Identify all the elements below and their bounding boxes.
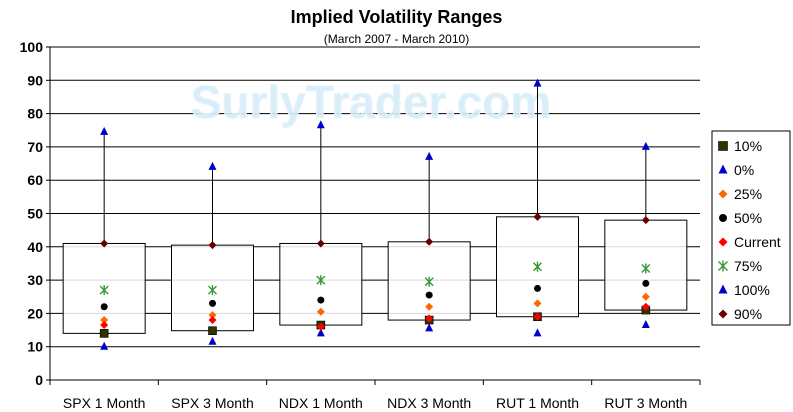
marker-10pct [208,326,217,336]
legend-label: 90% [734,306,762,322]
y-tick-labels: 0 10 20 30 40 50 60 70 80 90 100 [20,39,44,388]
marker-100pct [100,126,109,135]
legend-marker-100pct [718,284,728,294]
marker-current [100,321,109,330]
marker-current [208,316,217,325]
marker-50pct [209,299,216,307]
y-tick-label: 50 [27,206,43,222]
marker-25pct [316,307,325,316]
marker-current [641,302,650,311]
marker-75pct [424,276,434,287]
marker-current [316,322,325,331]
x-tick-label: RUT 1 Month [496,395,579,411]
marker-50pct [534,284,541,292]
marker-75pct [533,261,542,272]
legend-marker-current [718,237,728,247]
y-tick-label: 90 [27,72,43,88]
y-tick-label: 30 [27,272,43,288]
legend-label: 50% [734,210,762,226]
marker-100pct [208,161,217,170]
marker-current [533,312,542,321]
markers [99,78,651,350]
legend-label: 100% [734,282,770,298]
marker-10pct [99,329,109,338]
marker-25pct [641,292,650,301]
marker-100pct [316,120,325,129]
marker-0pct [208,336,217,345]
marker-25pct [425,302,434,311]
x-tick-label: NDX 1 Month [279,395,363,411]
x-tick-label: SPX 1 Month [63,395,146,411]
y-tick-label: 80 [27,106,43,122]
chart-subtitle: (March 2007 - March 2010) [323,32,470,46]
x-tick-label: RUT 3 Month [604,395,687,411]
marker-50pct [642,279,650,287]
marker-50pct [317,296,325,304]
marker-100pct [641,141,650,150]
marker-90pct [425,237,434,246]
marker-0pct [533,328,542,337]
marker-75pct [641,263,651,274]
legend: 10% 0% 25% 50% Current 75% 100% 90% [711,130,791,326]
y-tick-label: 100 [20,39,44,55]
marker-75pct [208,285,217,296]
marker-25pct [533,299,542,308]
y-tick-label: 70 [27,139,43,155]
legend-label: 10% [734,138,762,154]
marker-0pct [316,328,325,337]
axes [46,46,701,385]
marker-25pct [100,316,109,325]
marker-25pct [208,311,217,320]
marker-90pct [641,216,650,225]
gridlines [50,46,700,348]
marker-75pct [99,285,109,296]
legend-marker-75pct [718,260,728,272]
marker-100pct [533,78,542,87]
marker-90pct [100,239,109,248]
marker-100pct [425,151,434,160]
marker-90pct [208,241,217,250]
legend-label: 0% [734,162,754,178]
legend-marker-25pct [718,189,728,199]
marker-90pct [316,239,325,248]
x-tick-label: NDX 3 Month [387,395,471,411]
legend-label: Current [734,234,781,250]
marker-0pct [641,320,650,329]
marker-50pct [425,291,433,299]
legend-marker-10pct [718,141,728,151]
x-tick-labels: SPX 1 Month SPX 3 Month NDX 1 Month NDX 3 M… [63,395,687,411]
marker-90pct [533,212,542,221]
y-tick-label: 10 [27,339,43,355]
y-tick-label: 20 [27,305,43,321]
legend-marker-50pct [719,214,727,222]
legend-label: 25% [734,186,762,202]
legend-marker-0pct [718,164,728,174]
watermark: SurlyTrader.com [191,76,552,128]
y-tick-label: 0 [35,372,43,388]
legend-marker-90pct [718,309,728,319]
x-tick-label: SPX 3 Month [171,395,254,411]
marker-0pct [425,323,434,332]
chart-title: Implied Volatility Ranges [290,7,503,27]
marker-current [425,314,434,323]
marker-75pct [316,275,326,286]
marker-50pct [100,303,108,311]
y-tick-label: 40 [27,239,43,255]
legend-label: 75% [734,258,762,274]
marker-0pct [100,341,109,350]
y-tick-label: 60 [27,172,43,188]
